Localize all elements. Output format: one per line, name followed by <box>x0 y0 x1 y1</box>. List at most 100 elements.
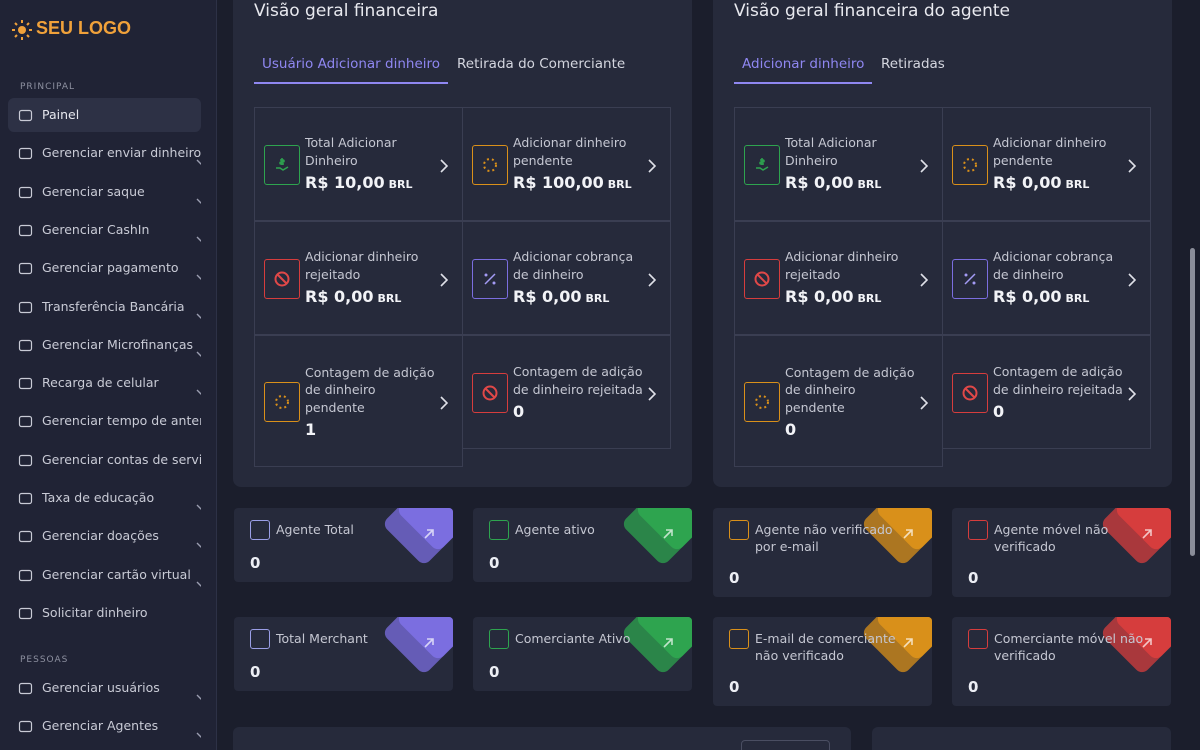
arrow-icon <box>901 526 915 545</box>
cell-amount: R$ 0,00 <box>305 287 374 307</box>
logo[interactable]: SEU LOGO <box>36 18 132 38</box>
nav-item[interactable]: Gerenciar Microfinanças <box>8 328 201 362</box>
cell-icon <box>952 259 988 299</box>
stat-cell[interactable]: Contagem de adição de dinheiro pendente 0 <box>734 335 943 467</box>
stat-card[interactable]: Agente móvel não verificado 0 <box>952 508 1171 597</box>
stat-card[interactable]: Agente Total 0 <box>234 508 453 582</box>
nav-item[interactable]: Solicitar dinheiro <box>8 596 201 630</box>
cell-value: 0 <box>785 421 917 439</box>
stat-cell[interactable]: Adicionar dinheiro pendente R$ 0,00 BRL <box>942 107 1151 221</box>
cell-amount: 0 <box>993 402 1005 422</box>
stat-cell[interactable]: Contagem de adição de dinheiro pendente 1 <box>254 335 463 467</box>
stat-value: 0 <box>968 569 979 587</box>
stat-card[interactable]: Comerciante Ativo 0 <box>473 617 692 691</box>
nav-item[interactable]: Gerenciar doações <box>8 519 201 553</box>
stat-label: E-mail de comerciante não verificado <box>755 631 896 663</box>
cell-amount: R$ 0,00 <box>785 173 854 193</box>
cell-value: R$ 0,00 BRL <box>305 288 437 308</box>
cell-text: Adicionar cobrança de dinheiro R$ 0,00 BRL <box>513 248 645 308</box>
stat-card[interactable]: Comerciante móvel não verificado 0 <box>952 617 1171 706</box>
cell-unit: BRL <box>377 292 402 306</box>
nav-icon <box>18 721 33 733</box>
stat-icon <box>729 629 749 649</box>
stat-cell[interactable]: Contagem de adição de dinheiro rejeitada… <box>462 335 671 449</box>
bottom-button[interactable] <box>741 740 830 750</box>
stat-cell[interactable]: Adicionar dinheiro rejeitado R$ 0,00 BRL <box>734 221 943 335</box>
tab[interactable]: Retirada do Comerciante <box>457 56 626 72</box>
stat-label: Agente não verificado por e-mail <box>755 522 893 554</box>
nav-item[interactable]: Gerenciar usuários <box>8 671 201 705</box>
stat-cell[interactable]: Total Adicionar Dinheiro R$ 0,00 BRL <box>734 107 943 221</box>
nav-label: Solicitar dinheiro <box>42 604 148 620</box>
nav-icon <box>18 263 33 275</box>
arrow-icon <box>422 635 436 654</box>
stat-cell[interactable]: Adicionar dinheiro pendente R$ 100,00 BRL <box>462 107 671 221</box>
nav-icon <box>18 569 33 581</box>
cell-label: Adicionar dinheiro pendente <box>513 135 627 168</box>
cell-value: R$ 0,00 BRL <box>993 288 1125 308</box>
nav-item[interactable]: Gerenciar pagamento <box>8 251 201 285</box>
nav-label: Painel <box>42 107 80 122</box>
stat-cell[interactable]: Adicionar cobrança de dinheiro R$ 0,00 BRL <box>462 221 671 335</box>
nav-icon <box>18 682 33 695</box>
stat-card[interactable]: Agente não verificado por e-mail 0 <box>713 508 932 597</box>
stat-cell[interactable]: Adicionar cobrança de dinheiro R$ 0,00 BRL <box>942 221 1151 335</box>
nav-item[interactable]: Gerenciar Agentes <box>8 709 201 743</box>
nav-label: Gerenciar cartão virtual <box>42 566 191 582</box>
cell-unit: BRL <box>585 292 610 306</box>
stat-value: 0 <box>250 554 261 572</box>
nav-item[interactable]: Gerenciar CashIn <box>8 213 201 247</box>
nav-item[interactable]: Gerenciar contas de serviç <box>8 443 201 477</box>
section-title: PRINCIPAL <box>20 82 76 92</box>
arrow-icon <box>1140 526 1154 545</box>
arrow-icon <box>422 526 436 545</box>
nav-item[interactable]: Gerenciar cartão virtual <box>8 558 201 592</box>
nav-label: Gerenciar doações <box>42 528 159 544</box>
stat-card[interactable]: Agente ativo 0 <box>473 508 692 582</box>
nav-icon <box>18 416 33 428</box>
stat-label: Comerciante móvel não verificado <box>994 631 1144 663</box>
stat-cell[interactable]: Total Adicionar Dinheiro R$ 10,00 BRL <box>254 107 463 221</box>
nav-icon <box>18 607 33 619</box>
stat-value: 0 <box>968 678 979 696</box>
nav-item[interactable]: Gerenciar saque <box>8 175 201 209</box>
nav-item[interactable]: Taxa de educação <box>8 481 201 515</box>
cell-icon <box>472 259 508 299</box>
nav-item[interactable]: Painel <box>8 98 201 132</box>
cell-amount: 0 <box>785 420 797 439</box>
stat-card[interactable]: E-mail de comerciante não verificado 0 <box>713 617 932 706</box>
stat-value: 0 <box>729 569 740 587</box>
stat-card[interactable]: Total Merchant 0 <box>234 617 453 691</box>
nav-item[interactable]: Gerenciar enviar dinheiro <box>8 136 201 170</box>
tab[interactable]: Retiradas <box>881 56 945 72</box>
cell-amount: R$ 0,00 <box>513 287 582 307</box>
cell-text: Contagem de adição de dinheiro rejeitada… <box>993 363 1125 421</box>
bottom-card <box>233 727 851 750</box>
tab[interactable]: Usuário Adicionar dinheiro <box>254 56 449 84</box>
stat-value: 0 <box>489 663 500 681</box>
cell-icon <box>264 259 300 299</box>
cell-value: 1 <box>305 421 437 439</box>
scrollbar[interactable] <box>1190 248 1195 556</box>
stat-label: Total Merchant <box>276 631 368 646</box>
stat-cell[interactable]: Contagem de adição de dinheiro rejeitada… <box>942 335 1151 449</box>
nav-item[interactable]: Recarga de celular <box>8 366 201 400</box>
chevron <box>648 158 657 177</box>
logo-icon <box>12 20 32 40</box>
tab[interactable]: Adicionar dinheiro <box>734 56 873 84</box>
cell-value: R$ 10,00 BRL <box>305 174 437 194</box>
nav-item[interactable]: Transferência Bancária <box>8 290 201 324</box>
stat-icon <box>250 520 270 540</box>
stat-cell[interactable]: Adicionar dinheiro rejeitado R$ 0,00 BRL <box>254 221 463 335</box>
stat-value: 0 <box>729 678 740 696</box>
cell-amount: R$ 0,00 <box>993 287 1062 307</box>
cell-amount: R$ 0,00 <box>993 173 1062 193</box>
stat-icon <box>729 520 749 540</box>
nav-icon <box>18 377 33 390</box>
chevron <box>440 158 449 177</box>
nav-icon <box>18 109 33 122</box>
cell-icon <box>744 382 780 422</box>
nav-item[interactable]: Gerenciar tempo de anter <box>8 404 201 438</box>
panel: Visão geral financeira do agente Adiciona… <box>713 0 1172 487</box>
